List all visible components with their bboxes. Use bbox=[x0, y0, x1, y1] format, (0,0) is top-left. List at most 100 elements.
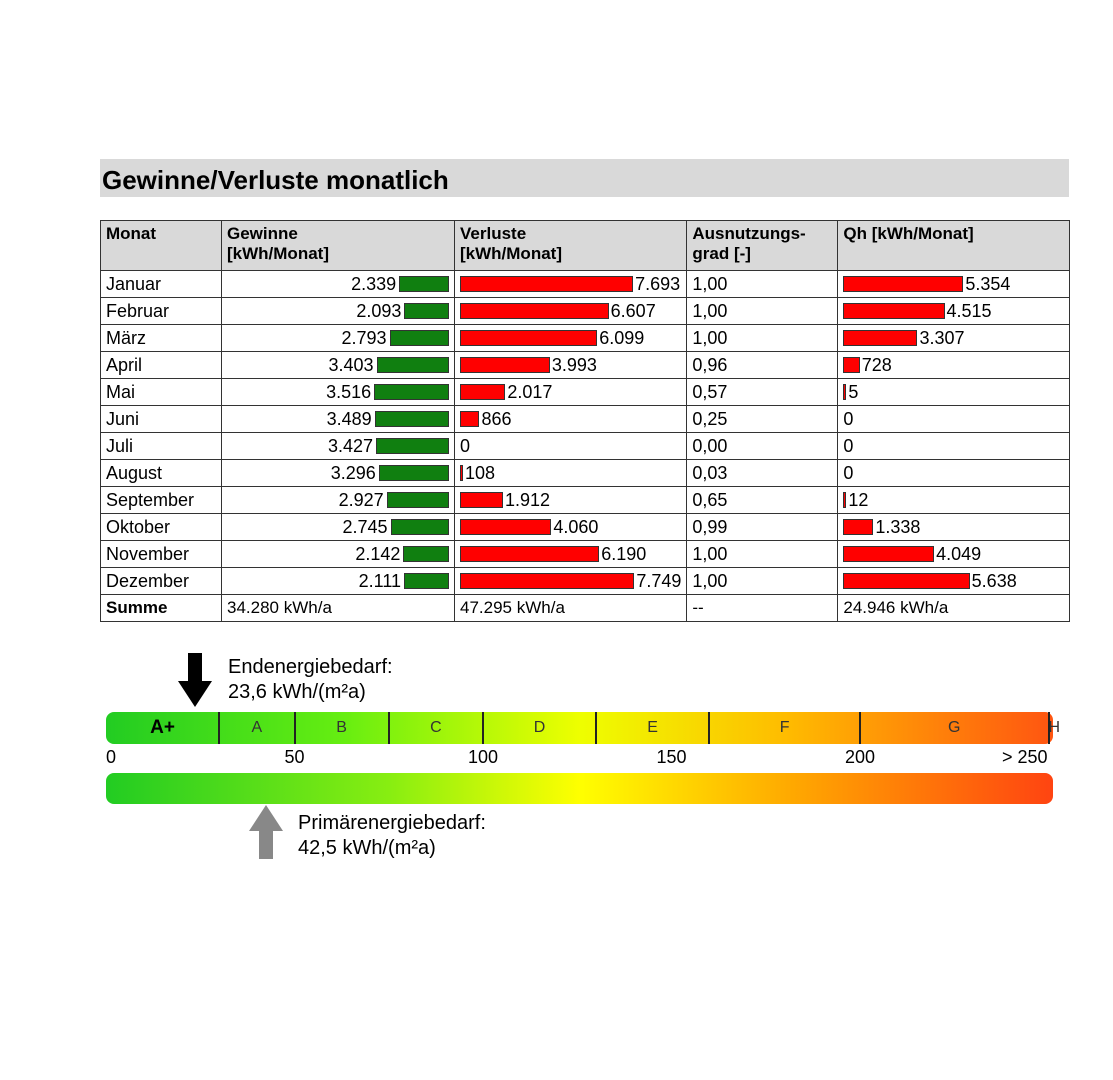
qh-value: 3.307 bbox=[919, 327, 965, 348]
gewinne-value: 3.489 bbox=[326, 408, 372, 429]
primaerenergie-label: Primärenergiebedarf: bbox=[298, 812, 486, 834]
scale-tick: > 250 bbox=[1002, 747, 1048, 767]
table-row: Januar 2.339 7.693 1,00 5.354 bbox=[100, 270, 1070, 298]
header-qh: Qh [kWh/Monat] bbox=[837, 220, 1070, 271]
gewinne-bar bbox=[374, 384, 449, 400]
gewinne-bar bbox=[386, 492, 449, 508]
scale-tick: 0 bbox=[106, 747, 117, 767]
gewinne-value: 3.403 bbox=[328, 354, 374, 375]
gewinne-value: 2.142 bbox=[355, 543, 401, 564]
endenergie-arrow-icon bbox=[177, 653, 212, 712]
sum-row: Summe 34.280 kWh/a 47.295 kWh/a -- 24.946 kW… bbox=[100, 594, 1070, 622]
qh-value: 5.638 bbox=[971, 570, 1017, 591]
monat-cell: Mai bbox=[100, 378, 222, 406]
qh-value: 0 bbox=[843, 408, 854, 429]
verluste-value: 3.993 bbox=[551, 354, 597, 375]
verluste-bar bbox=[460, 519, 552, 535]
monat-cell: März bbox=[100, 324, 222, 352]
header-gewinne: Gewinne [kWh/Monat] bbox=[221, 220, 455, 271]
class-f: F bbox=[779, 719, 790, 736]
scale-tick: 50 bbox=[284, 747, 305, 767]
class-e: E bbox=[647, 719, 658, 736]
qh-value: 728 bbox=[861, 354, 892, 375]
grad-cell: 1,00 bbox=[686, 270, 839, 298]
class-d: D bbox=[533, 719, 546, 736]
grad-cell: 1,00 bbox=[686, 540, 839, 568]
class-b: B bbox=[336, 719, 347, 736]
verluste-value: 108 bbox=[465, 462, 496, 483]
monat-cell: Juni bbox=[100, 405, 222, 433]
table-row: September 2.927 1.912 0,65 12 bbox=[100, 486, 1070, 514]
gewinne-bar bbox=[378, 465, 449, 481]
grad-cell: 0,96 bbox=[686, 351, 839, 379]
class-aplus: A+ bbox=[150, 717, 175, 738]
grad-cell: 0,00 bbox=[686, 432, 839, 460]
qh-bar bbox=[843, 357, 860, 373]
qh-value: 4.515 bbox=[946, 300, 992, 321]
qh-value: 5.354 bbox=[965, 273, 1011, 294]
monat-cell: Dezember bbox=[100, 567, 222, 595]
monat-cell: Januar bbox=[100, 270, 222, 298]
class-divider bbox=[218, 712, 221, 744]
class-divider bbox=[482, 712, 484, 744]
verluste-value: 0 bbox=[460, 435, 471, 456]
monat-cell: November bbox=[100, 540, 222, 568]
primaerenergie-scale bbox=[106, 773, 1053, 804]
primaerenergie-arrow-icon bbox=[249, 805, 284, 864]
verluste-value: 2.017 bbox=[507, 381, 553, 402]
qh-value: 0 bbox=[843, 462, 854, 483]
table-row: Mai 3.516 2.017 0,57 5 bbox=[100, 378, 1070, 406]
grad-cell: 0,57 bbox=[686, 378, 839, 406]
verluste-bar bbox=[460, 384, 506, 400]
grad-cell: 1,00 bbox=[686, 324, 839, 352]
scale-tick: 100 bbox=[467, 747, 499, 767]
gewinne-bar bbox=[404, 303, 449, 319]
class-c: C bbox=[430, 719, 442, 736]
verluste-value: 6.607 bbox=[610, 300, 656, 321]
qh-bar bbox=[843, 330, 918, 346]
gewinne-value: 2.793 bbox=[341, 327, 387, 348]
table-row: August 3.296 108 0,03 0 bbox=[100, 459, 1070, 487]
table-row: April 3.403 3.993 0,96 728 bbox=[100, 351, 1070, 379]
header-verluste: Verluste [kWh/Monat] bbox=[453, 220, 688, 271]
gewinne-bar bbox=[390, 519, 449, 535]
class-divider bbox=[1047, 712, 1050, 744]
verluste-value: 866 bbox=[481, 408, 512, 429]
verluste-value: 1.912 bbox=[505, 489, 551, 510]
header-monat: Monat bbox=[100, 220, 222, 271]
grad-cell: 0,99 bbox=[686, 513, 839, 541]
qh-bar bbox=[843, 276, 964, 292]
table-row: Dezember 2.111 7.749 1,00 5.638 bbox=[100, 567, 1070, 595]
qh-bar bbox=[843, 303, 945, 319]
gewinne-bar bbox=[404, 573, 449, 589]
qh-value: 4.049 bbox=[936, 543, 982, 564]
gewinne-bar bbox=[376, 438, 449, 454]
section-title: Gewinne/Verluste monatlich bbox=[100, 159, 1069, 197]
qh-value: 1.338 bbox=[875, 516, 921, 537]
grad-cell: 0,25 bbox=[686, 405, 839, 433]
gewinne-value: 2.927 bbox=[338, 489, 384, 510]
verluste-value: 6.190 bbox=[601, 543, 647, 564]
monat-cell: Juli bbox=[100, 432, 222, 460]
table-row: Februar 2.093 6.607 1,00 4.515 bbox=[100, 297, 1070, 325]
endenergie-scale: A+ A B C D E F G H bbox=[106, 712, 1061, 744]
monat-cell: April bbox=[100, 351, 222, 379]
verluste-value: 6.099 bbox=[599, 327, 645, 348]
verluste-bar bbox=[460, 465, 463, 481]
table-row: Juni 3.489 866 0,25 0 bbox=[100, 405, 1070, 433]
primaerenergie-value: 42,5 kWh/(m²a) bbox=[298, 837, 436, 859]
class-h: H bbox=[1048, 719, 1061, 736]
grad-cell: 0,03 bbox=[686, 459, 839, 487]
class-divider bbox=[293, 712, 296, 744]
scale-tick: 200 bbox=[844, 747, 876, 767]
class-a: A bbox=[251, 719, 263, 736]
sum-verluste: 47.295 kWh/a bbox=[453, 594, 688, 622]
verluste-bar bbox=[460, 546, 600, 562]
gewinne-value: 3.427 bbox=[327, 435, 374, 456]
sum-label: Summe bbox=[100, 594, 222, 622]
qh-bar bbox=[843, 546, 935, 562]
qh-value: 5 bbox=[848, 381, 859, 402]
monat-cell: Februar bbox=[100, 297, 222, 325]
verluste-bar bbox=[460, 357, 550, 373]
gewinne-value: 3.296 bbox=[330, 462, 376, 483]
